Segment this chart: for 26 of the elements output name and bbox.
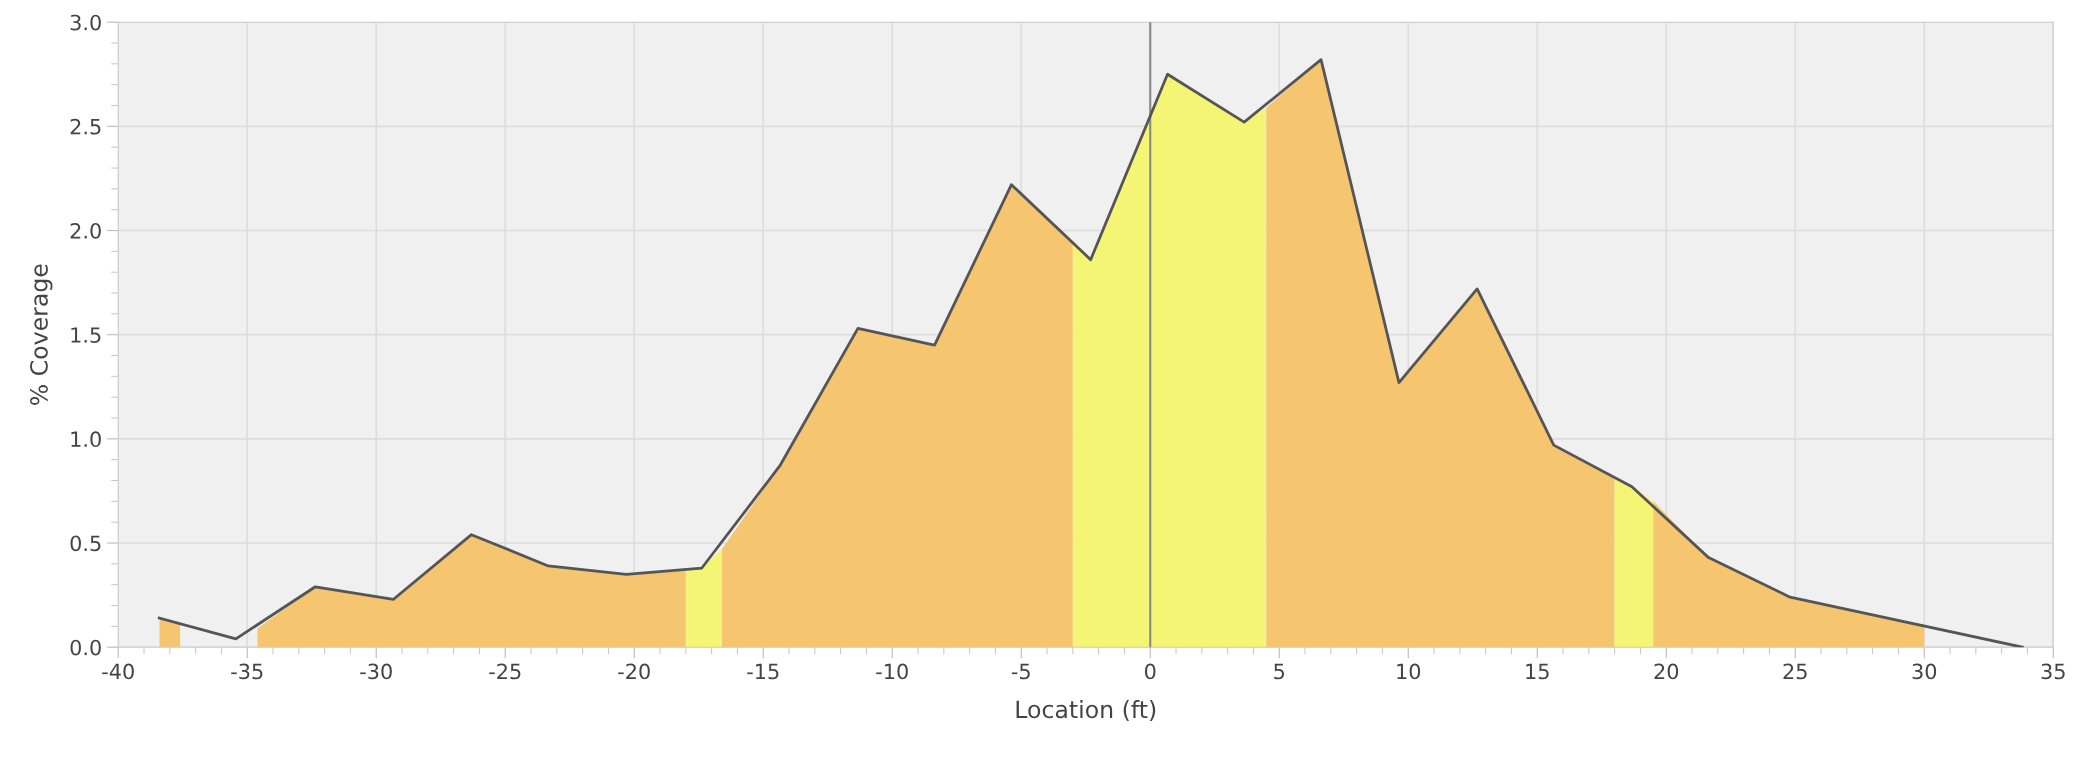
x-tick-label: -40 bbox=[102, 663, 134, 680]
x-tick-label: -30 bbox=[360, 663, 392, 680]
y-tick-label: 0.5 bbox=[70, 535, 101, 552]
y-tick-label: 1.0 bbox=[71, 431, 101, 448]
y-tick-label: 2.0 bbox=[70, 222, 101, 239]
x-tick-label: 5 bbox=[1274, 663, 1285, 680]
x-tick-label: -15 bbox=[747, 663, 779, 680]
x-tick-label: 0 bbox=[1144, 663, 1156, 680]
x-tick-label: 10 bbox=[1397, 663, 1421, 680]
x-tick-label: -5 bbox=[1011, 663, 1030, 680]
x-tick-label: -35 bbox=[231, 663, 263, 680]
x-tick-label: 20 bbox=[1654, 663, 1679, 680]
line-series bbox=[157, 58, 2024, 648]
x-tick-label: 25 bbox=[1783, 663, 1807, 680]
y-axis-title: % Coverage bbox=[30, 264, 53, 405]
y-tick-label: 3.0 bbox=[70, 14, 101, 31]
x-tick-label: -20 bbox=[618, 663, 650, 680]
x-tick-label: 15 bbox=[1526, 663, 1549, 680]
y-tick-label: 0.0 bbox=[70, 639, 101, 656]
x-tick-label: -10 bbox=[876, 663, 908, 680]
x-tick-label: -25 bbox=[489, 663, 521, 680]
x-tick-label: 30 bbox=[1912, 663, 1937, 680]
x-axis-title: Location (ft) bbox=[1016, 699, 1156, 722]
y-tick-label: 1.5 bbox=[71, 327, 101, 343]
x-tick-label: 35 bbox=[2041, 663, 2065, 680]
y-tick-label: 2.5 bbox=[70, 118, 101, 135]
